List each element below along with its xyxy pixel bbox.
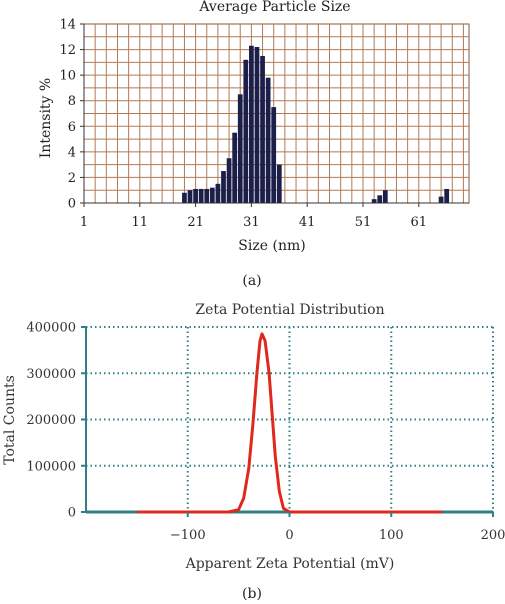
chart-a-panel-label: (a) [242, 273, 261, 289]
chart-a-bar [271, 107, 277, 203]
chart-a-bar [377, 195, 383, 203]
chart-a-bar [215, 183, 221, 203]
chart-a-bar [276, 164, 282, 203]
chart-a-x-tick-label: 11 [132, 215, 149, 230]
chart-a-bar [221, 171, 226, 203]
chart-a-bar [444, 188, 450, 203]
chart-a-bar [198, 188, 204, 203]
chart-a-bar [182, 192, 187, 203]
chart-b-y-tick-label: 300000 [26, 367, 76, 382]
chart-a-bar [209, 187, 215, 203]
chart-b-y-ticks: 0 100000 200000 300000 400000 [26, 321, 86, 521]
chart-b-x-tick-label: 0 [285, 528, 293, 543]
chart-a-bar [254, 47, 260, 204]
chart-b-x-tick-label: −100 [170, 528, 206, 543]
chart-a-bars [182, 45, 450, 204]
chart-a-x-ticks: 1 11 21 31 41 51 61 [80, 203, 427, 230]
chart-a-bar [232, 132, 238, 203]
chart-b-panel-label: (b) [242, 586, 262, 602]
chart-a-x-tick-label: 51 [355, 215, 372, 230]
chart-b-title: Zeta Potential Distribution [195, 302, 384, 318]
chart-a-bar [265, 77, 271, 203]
chart-a-y-label: Intensity % [38, 78, 54, 158]
chart-a-y-tick-label: 0 [68, 197, 76, 212]
chart-a-y-tick-label: 4 [68, 145, 76, 160]
chart-b-x-ticks: −100 0 100 200 [170, 512, 505, 543]
chart-b-y-tick-label: 400000 [26, 321, 76, 336]
chart-b-x-label: Apparent Zeta Potential (mV) [185, 556, 395, 572]
chart-a-y-tick-label: 6 [68, 120, 76, 135]
chart-b-y-tick-label: 0 [68, 506, 76, 521]
chart-b-y-label: Total Counts [2, 375, 18, 465]
chart-a-grid [84, 24, 469, 203]
chart-a-title: Average Particle Size [198, 0, 350, 15]
chart-a-bar [438, 196, 444, 203]
chart-a-x-label: Size (nm) [238, 238, 305, 254]
chart-a-bar [193, 188, 198, 203]
chart-b-x-tick-label: 100 [379, 528, 404, 543]
chart-a-bar [260, 55, 265, 203]
chart-a-y-tick-label: 10 [59, 69, 76, 84]
chart-a-y-tick-label: 8 [68, 94, 76, 109]
chart-a-bar [371, 199, 377, 203]
chart-a-x-tick-label: 21 [187, 215, 204, 230]
chart-b-series-line [136, 332, 443, 514]
chart-a-bar [204, 188, 210, 203]
chart-a-x-tick-label: 1 [80, 215, 88, 230]
chart-a-y-tick-label: 2 [68, 171, 76, 186]
chart-a-bar [237, 94, 243, 203]
chart-a-bar [249, 45, 254, 203]
chart-b-y-tick-label: 100000 [26, 459, 76, 474]
chart-a-bar [226, 158, 232, 203]
chart-a-x-tick-label: 31 [243, 215, 260, 230]
chart-a-y-tick-label: 14 [59, 18, 76, 33]
chart-b-y-tick-label: 200000 [26, 413, 76, 428]
chart-a-x-tick-label: 41 [299, 215, 316, 230]
zeta-potential-chart: Zeta Potential Distribution 010000020000… [2, 302, 505, 602]
chart-b-grid [86, 326, 494, 512]
chart-b-x-tick-label: 200 [481, 528, 505, 543]
chart-a-bar [382, 190, 388, 203]
chart-a-y-ticks: 0 2 4 6 8 10 12 14 [59, 18, 84, 212]
chart-a-bar [243, 59, 249, 203]
chart-a-x-tick-label: 61 [411, 215, 428, 230]
chart-a-y-tick-label: 12 [59, 43, 76, 58]
chart-a-bar [187, 190, 193, 203]
